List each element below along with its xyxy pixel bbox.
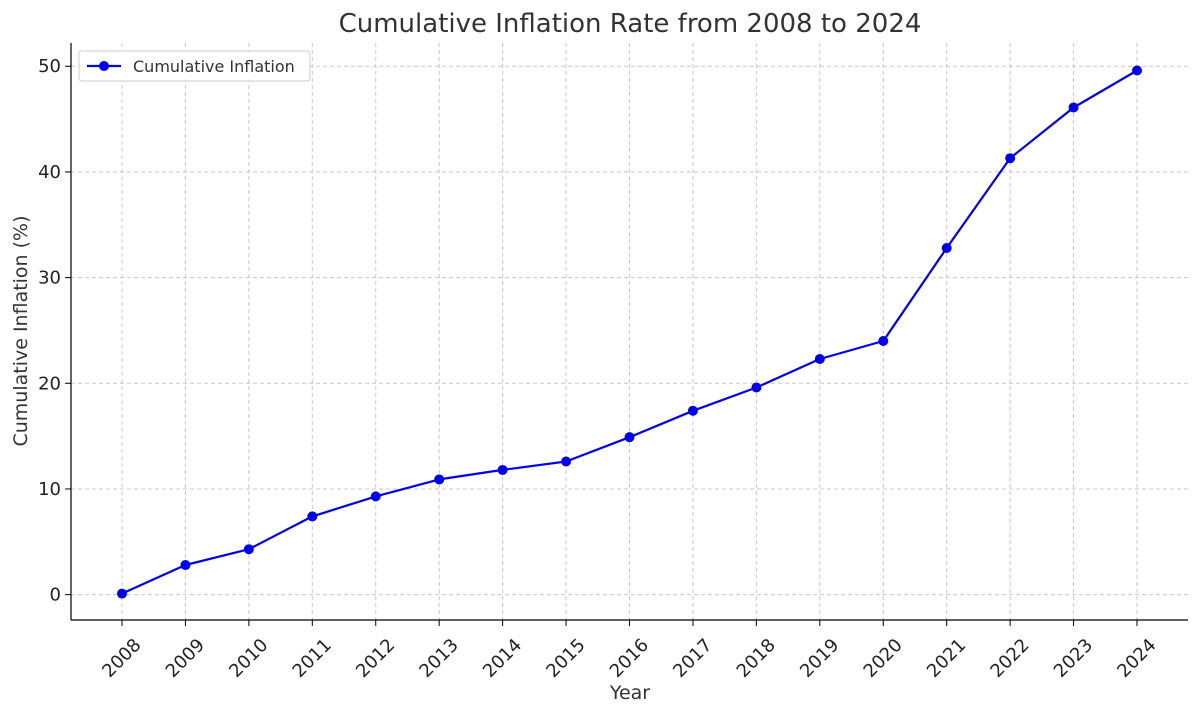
- x-tick-label: 2010: [225, 635, 272, 682]
- x-tick-label: 2021: [923, 635, 970, 682]
- x-tick-label: 2015: [542, 635, 589, 682]
- legend: Cumulative Inflation: [78, 50, 311, 82]
- y-tick-label: 0: [50, 585, 61, 606]
- data-point-2011: [307, 511, 318, 522]
- data-point-2014: [497, 464, 508, 475]
- series-layer: [117, 65, 1142, 599]
- grid-lines: [71, 43, 1188, 620]
- x-tick-label: 2024: [1113, 635, 1160, 682]
- y-tick-label: 50: [38, 56, 61, 77]
- chart-title: Cumulative Inflation Rate from 2008 to 2…: [339, 9, 922, 39]
- x-tick-label: 2020: [860, 635, 907, 682]
- x-tick-label: 2009: [162, 635, 209, 682]
- x-tick-label: 2011: [289, 635, 336, 682]
- x-tick-label: 2016: [606, 635, 653, 682]
- data-point-2020: [878, 336, 889, 347]
- x-tick-label: 2012: [352, 635, 399, 682]
- data-point-2012: [370, 491, 381, 502]
- x-axis-label: Year: [609, 682, 650, 704]
- y-tick-label: 30: [38, 268, 61, 289]
- x-tick-label: 2014: [479, 635, 526, 682]
- data-point-2015: [561, 456, 572, 467]
- y-tick-label: 10: [38, 479, 61, 500]
- data-point-2017: [687, 405, 698, 416]
- x-tick-label: 2013: [415, 635, 462, 682]
- y-axis-ticks: 0 10 20 30 40 50: [38, 56, 71, 606]
- x-tick-label: 2008: [98, 635, 145, 682]
- y-axis-label: Cumulative Inflation (%): [10, 215, 32, 446]
- y-tick-label: 40: [38, 162, 61, 183]
- legend-label: Cumulative Inflation: [133, 57, 295, 76]
- data-point-2018: [751, 382, 762, 393]
- data-point-2023: [1068, 102, 1079, 113]
- data-point-2008: [117, 588, 127, 599]
- data-point-2009: [180, 560, 191, 571]
- data-point-2019: [814, 353, 825, 364]
- legend-box: [78, 50, 311, 82]
- x-axis-ticks: 2008 2009 2010 2011 2012 2013 2014 2015 2016 2017…: [98, 620, 1161, 682]
- data-point-2021: [941, 243, 952, 254]
- data-point-2022: [1005, 153, 1016, 164]
- x-tick-label: 2018: [733, 635, 780, 682]
- data-point-2024: [1132, 65, 1142, 76]
- data-point-2010: [243, 544, 254, 555]
- x-tick-label: 2019: [796, 635, 843, 682]
- data-point-2013: [434, 474, 445, 485]
- x-tick-label: 2022: [986, 635, 1033, 682]
- legend-marker-swatch: [99, 61, 109, 71]
- data-point-2016: [624, 432, 635, 443]
- x-tick-label: 2017: [669, 635, 716, 682]
- x-tick-label: 2023: [1050, 635, 1097, 682]
- y-tick-label: 20: [38, 373, 61, 394]
